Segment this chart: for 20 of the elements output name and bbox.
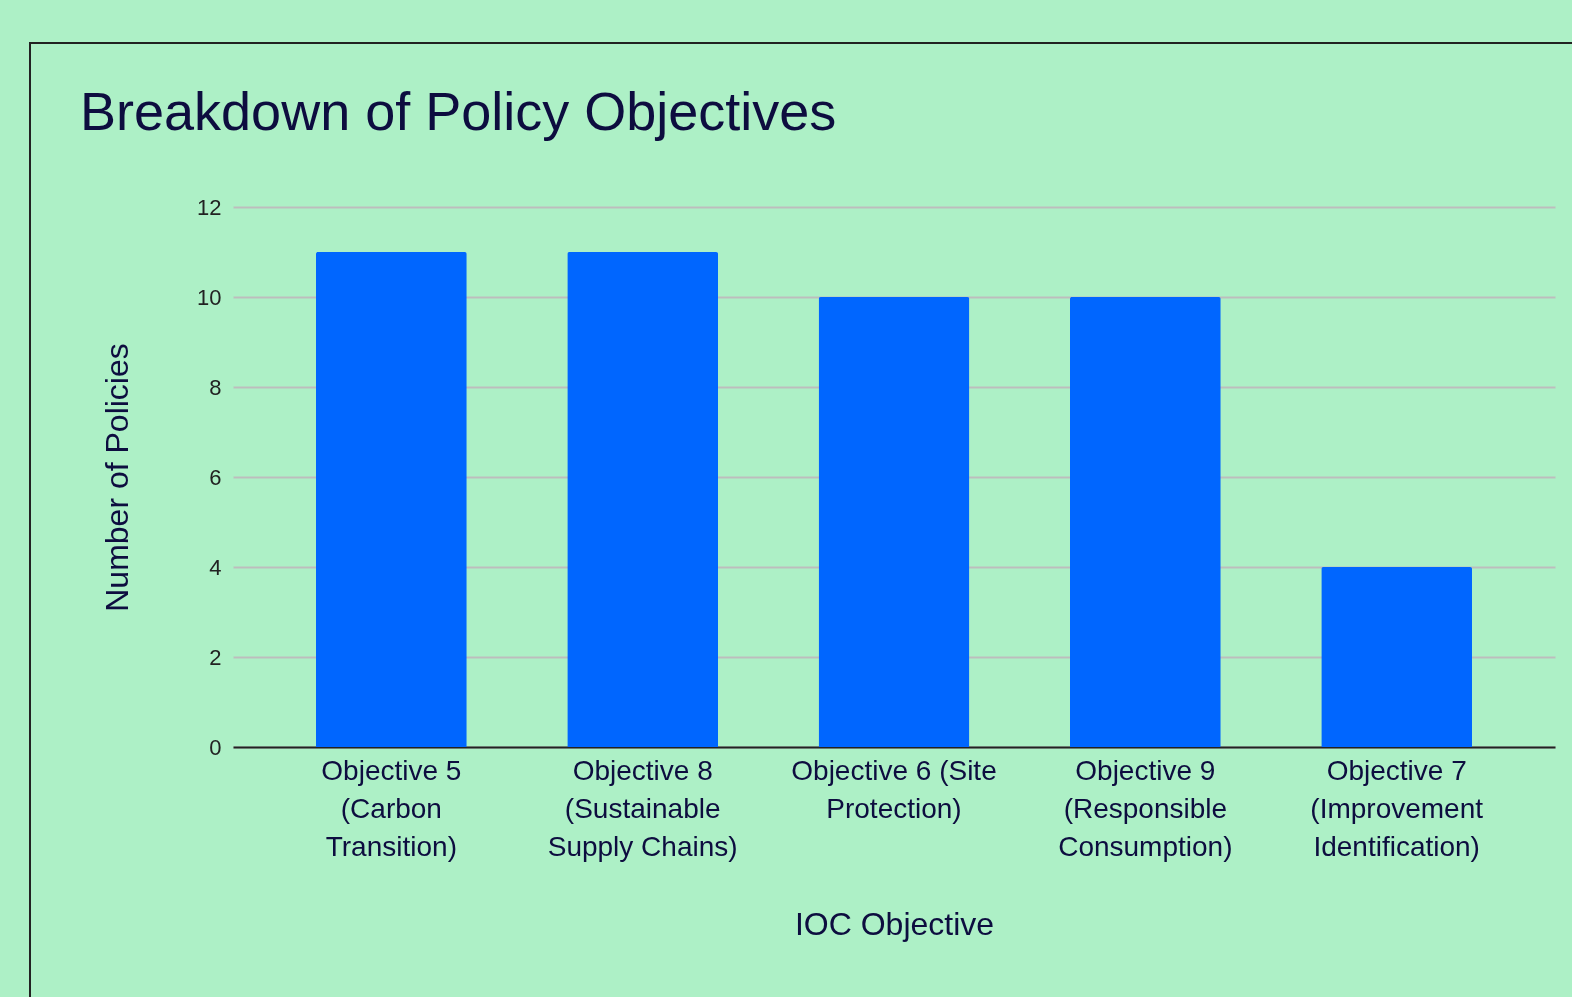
x-tick-label: Objective 6 (Site Protection) xyxy=(791,754,997,824)
y-tick-label: 12 xyxy=(197,194,222,220)
bar xyxy=(567,252,719,747)
y-tick-label: 8 xyxy=(209,374,222,400)
chart-title: Breakdown of Policy Objectives xyxy=(80,81,837,141)
y-tick-label: 6 xyxy=(209,464,222,490)
y-tick-label: 4 xyxy=(209,554,222,580)
x-axis-title: IOC Objective xyxy=(794,905,995,942)
y-tick-label: 10 xyxy=(197,284,222,310)
x-tick-label: Objective 8 (Sustainable Supply Chains) xyxy=(547,754,738,862)
y-tick-label: 2 xyxy=(209,644,222,670)
x-tick-label: Objective 9 (Responsible Consumption) xyxy=(1058,754,1233,862)
y-axis-title: Number of Policies xyxy=(99,343,136,612)
bar xyxy=(315,252,467,747)
bar xyxy=(818,297,970,747)
bar xyxy=(1069,297,1221,747)
y-tick-label: 0 xyxy=(209,734,222,760)
x-tick-label: Objective 5 (Carbon Transition) xyxy=(321,754,462,862)
x-tick-label: Objective 7 (Improvement Identification) xyxy=(1310,754,1484,862)
bar xyxy=(1321,567,1473,747)
